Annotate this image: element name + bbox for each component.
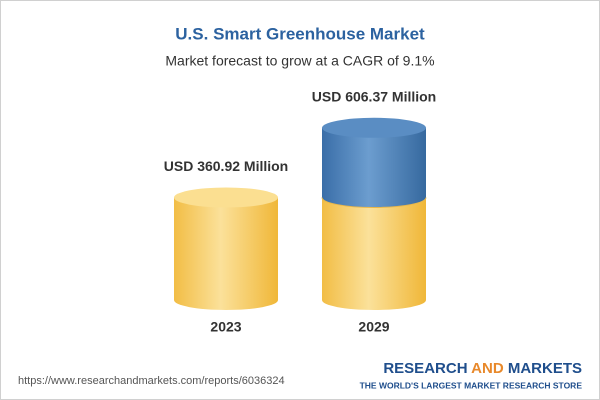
cylinder-seam — [321, 197, 427, 208]
tagline: THE WORLD'S LARGEST MARKET RESEARCH STOR… — [360, 380, 583, 390]
brand-part: MARKETS — [508, 360, 582, 377]
cylinder-base-top — [174, 187, 278, 208]
brand: RESEARCH AND MARKETS — [383, 360, 582, 377]
chart-title: U.S. Smart Greenhouse Market — [175, 24, 425, 43]
cylinder-bar — [321, 117, 427, 310]
value-label: USD 360.92 Million — [164, 158, 288, 174]
source-url: https://www.researchandmarkets.com/repor… — [18, 375, 285, 387]
cylinder-growth — [322, 127, 426, 208]
chart-subtitle: Market forecast to grow at a CAGR of 9.1… — [165, 53, 434, 69]
cylinder-bar — [174, 187, 278, 310]
brand-part: AND — [471, 360, 504, 377]
cylinder-growth-top — [322, 117, 426, 138]
cylinder-base — [322, 197, 426, 310]
value-label: USD 606.37 Million — [312, 88, 436, 104]
cylinder-base — [174, 197, 278, 310]
x-tick-label: 2023 — [210, 319, 241, 335]
x-tick-label: 2029 — [358, 319, 389, 335]
brand-part: RESEARCH — [383, 360, 467, 377]
